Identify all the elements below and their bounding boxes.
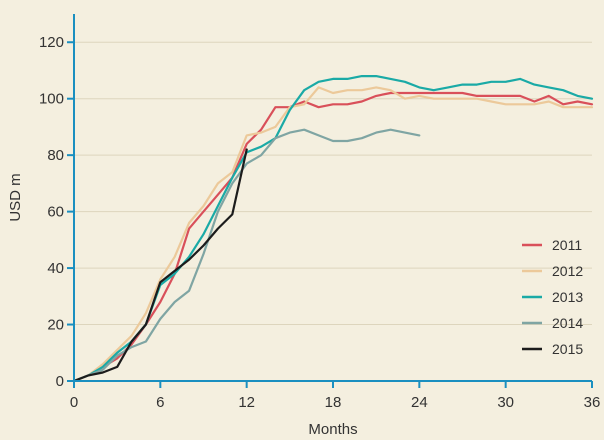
x-tick-label-3: 18 <box>325 394 342 411</box>
y-tick-label-4: 80 <box>47 147 64 164</box>
legend-label-2014: 2014 <box>552 315 583 331</box>
y-tick-label-1: 20 <box>47 317 64 334</box>
gridlines <box>74 41 592 326</box>
legend-label-2015: 2015 <box>552 341 583 357</box>
legend-label-2012: 2012 <box>552 263 583 279</box>
series-line-2015 <box>72 148 248 383</box>
legend: 2011 2012 2013 2014 2015 <box>522 237 583 357</box>
x-tick-label-1: 6 <box>156 394 164 411</box>
series-line-2012 <box>72 86 594 383</box>
y-tick-label-2: 40 <box>47 260 64 277</box>
tick-labels: 0 6 12 18 24 30 36 0 20 40 60 80 100 120 <box>39 34 600 411</box>
y-tick-label-6: 120 <box>39 34 64 51</box>
y-axis-title: USD m <box>7 173 24 221</box>
y-tick-label-3: 60 <box>47 204 64 221</box>
x-tick-label-2: 12 <box>238 394 255 411</box>
x-tick-label-4: 24 <box>411 394 428 411</box>
x-tick-label-6: 36 <box>584 394 601 411</box>
series-line-2011 <box>72 91 594 383</box>
x-axis-title: Months <box>308 421 357 438</box>
series-layer <box>72 74 594 383</box>
series-line-2014 <box>72 128 421 383</box>
x-tick-label-0: 0 <box>70 394 78 411</box>
x-tick-label-5: 30 <box>497 394 514 411</box>
y-tick-label-0: 0 <box>56 373 64 390</box>
legend-label-2011: 2011 <box>552 237 582 253</box>
legend-label-2013: 2013 <box>552 289 583 305</box>
y-tick-label-5: 100 <box>39 91 64 108</box>
